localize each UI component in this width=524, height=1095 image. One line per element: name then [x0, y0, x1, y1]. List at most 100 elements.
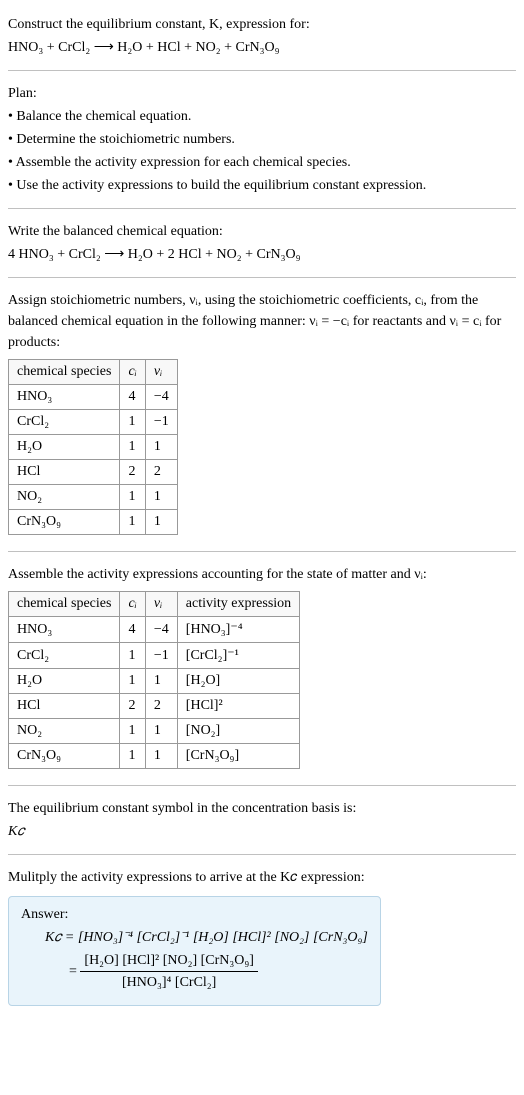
- table-header: cᵢ: [120, 360, 145, 385]
- intro-section: Construct the equilibrium constant, K, e…: [8, 8, 516, 64]
- answer-line1-text: K𝑐 = [HNO₃]⁻⁴ [CrCl₂]⁻¹ [H₂O] [HCl]² [NO…: [45, 930, 368, 945]
- table-row: HNO₃4−4[HNO₃]⁻⁴: [9, 617, 300, 643]
- answer-line2: = [H₂O] [HCl]² [NO₂] [CrN₃O₉] [HNO₃]⁴ [C…: [45, 950, 368, 993]
- table-header-text: νᵢ: [154, 364, 162, 379]
- divider: [8, 551, 516, 552]
- table-header-row: chemical species cᵢ νᵢ activity expressi…: [9, 592, 300, 617]
- table-cell: [NO₂]: [177, 719, 299, 744]
- table-cell: 4: [120, 385, 145, 410]
- activity-para: Assemble the activity expressions accoun…: [8, 564, 516, 585]
- answer-denominator: [HNO₃]⁴ [CrCl₂]: [80, 972, 258, 993]
- table-row: CrN₃O₉11[CrN₃O₉]: [9, 744, 300, 769]
- table-header: chemical species: [9, 592, 120, 617]
- table-row: CrCl₂1−1: [9, 410, 178, 435]
- plan-bullet: • Use the activity expressions to build …: [8, 175, 516, 196]
- table-header: νᵢ: [145, 592, 177, 617]
- answer-body: K𝑐 = [HNO₃]⁻⁴ [CrCl₂]⁻¹ [H₂O] [HCl]² [NO…: [45, 927, 368, 993]
- divider: [8, 277, 516, 278]
- table-cell: 1: [120, 744, 145, 769]
- table-cell: 1: [145, 510, 177, 535]
- table-row: HNO₃4−4: [9, 385, 178, 410]
- table-cell: CrN₃O₉: [9, 510, 120, 535]
- table-row: NO₂11: [9, 485, 178, 510]
- symbol-label: The equilibrium constant symbol in the c…: [8, 798, 516, 819]
- table-header: cᵢ: [120, 592, 145, 617]
- balanced-label: Write the balanced chemical equation:: [8, 221, 516, 242]
- divider: [8, 70, 516, 71]
- table-row: H₂O11: [9, 435, 178, 460]
- table-cell: [HCl]²: [177, 694, 299, 719]
- activity-section: Assemble the activity expressions accoun…: [8, 558, 516, 779]
- table-header: νᵢ: [145, 360, 177, 385]
- table-cell: HCl: [9, 694, 120, 719]
- table-row: H₂O11[H₂O]: [9, 669, 300, 694]
- table-cell: 4: [120, 617, 145, 643]
- table-cell: 1: [145, 435, 177, 460]
- plan-bullet: • Assemble the activity expression for e…: [8, 152, 516, 173]
- balanced-section: Write the balanced chemical equation: 4 …: [8, 215, 516, 271]
- table-cell: NO₂: [9, 485, 120, 510]
- table-header-text: νᵢ: [154, 596, 162, 611]
- table-cell: CrCl₂: [9, 410, 120, 435]
- divider: [8, 208, 516, 209]
- plan-heading: Plan:: [8, 83, 516, 104]
- table-cell: −4: [145, 385, 177, 410]
- answer-label: Answer:: [21, 907, 368, 923]
- intro-line: Construct the equilibrium constant, K, e…: [8, 14, 516, 35]
- symbol-section: The equilibrium constant symbol in the c…: [8, 792, 516, 848]
- stoich-section: Assign stoichiometric numbers, νᵢ, using…: [8, 284, 516, 545]
- table-cell: 1: [145, 744, 177, 769]
- stoich-table: chemical species cᵢ νᵢ HNO₃4−4 CrCl₂1−1 …: [8, 359, 178, 535]
- table-row: CrCl₂1−1[CrCl₂]⁻¹: [9, 643, 300, 669]
- divider: [8, 785, 516, 786]
- table-cell: 1: [145, 485, 177, 510]
- table-cell: 2: [120, 460, 145, 485]
- table-cell: HCl: [9, 460, 120, 485]
- table-cell: CrCl₂: [9, 643, 120, 669]
- table-cell: [H₂O]: [177, 669, 299, 694]
- intro-equation: HNO₃ + CrCl₂ ⟶ H₂O + HCl + NO₂ + CrN₃O₉: [8, 37, 516, 58]
- table-cell: 1: [120, 643, 145, 669]
- answer-line1: K𝑐 = [HNO₃]⁻⁴ [CrCl₂]⁻¹ [H₂O] [HCl]² [NO…: [45, 927, 368, 948]
- table-cell: CrN₃O₉: [9, 744, 120, 769]
- table-cell: H₂O: [9, 435, 120, 460]
- plan-bullet: • Determine the stoichiometric numbers.: [8, 129, 516, 150]
- answer-box: Answer: K𝑐 = [HNO₃]⁻⁴ [CrCl₂]⁻¹ [H₂O] [H…: [8, 896, 381, 1006]
- answer-eqprefix: =: [69, 964, 80, 979]
- table-header-text: cᵢ: [128, 596, 136, 611]
- table-cell: 1: [120, 435, 145, 460]
- table-header: activity expression: [177, 592, 299, 617]
- table-cell: 2: [145, 460, 177, 485]
- table-cell: HNO₃: [9, 617, 120, 643]
- table-cell: 2: [120, 694, 145, 719]
- table-cell: 1: [120, 410, 145, 435]
- table-cell: [CrCl₂]⁻¹: [177, 643, 299, 669]
- balanced-equation: 4 HNO₃ + CrCl₂ ⟶ H₂O + 2 HCl + NO₂ + CrN…: [8, 244, 516, 265]
- table-cell: 1: [145, 669, 177, 694]
- answer-fraction: [H₂O] [HCl]² [NO₂] [CrN₃O₉] [HNO₃]⁴ [CrC…: [80, 950, 258, 993]
- stoich-para: Assign stoichiometric numbers, νᵢ, using…: [8, 290, 516, 353]
- table-cell: −4: [145, 617, 177, 643]
- table-row: CrN₃O₉11: [9, 510, 178, 535]
- table-header: chemical species: [9, 360, 120, 385]
- answer-numerator: [H₂O] [HCl]² [NO₂] [CrN₃O₉]: [80, 950, 258, 972]
- table-header-row: chemical species cᵢ νᵢ: [9, 360, 178, 385]
- table-row: NO₂11[NO₂]: [9, 719, 300, 744]
- table-cell: HNO₃: [9, 385, 120, 410]
- table-row: HCl22[HCl]²: [9, 694, 300, 719]
- table-cell: NO₂: [9, 719, 120, 744]
- activity-table: chemical species cᵢ νᵢ activity expressi…: [8, 591, 300, 769]
- plan-bullet: • Balance the chemical equation.: [8, 106, 516, 127]
- table-cell: [CrN₃O₉]: [177, 744, 299, 769]
- table-cell: H₂O: [9, 669, 120, 694]
- table-cell: 1: [145, 719, 177, 744]
- table-row: HCl22: [9, 460, 178, 485]
- multiply-label: Mulitply the activity expressions to arr…: [8, 867, 516, 888]
- table-header-text: cᵢ: [128, 364, 136, 379]
- table-cell: 1: [120, 510, 145, 535]
- plan-section: Plan: • Balance the chemical equation. •…: [8, 77, 516, 202]
- table-cell: 1: [120, 485, 145, 510]
- symbol-value: K𝑐: [8, 821, 516, 842]
- table-cell: −1: [145, 410, 177, 435]
- table-cell: −1: [145, 643, 177, 669]
